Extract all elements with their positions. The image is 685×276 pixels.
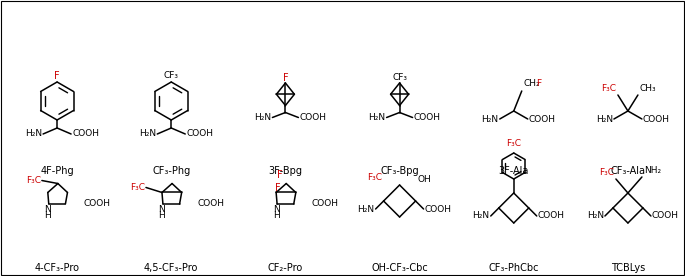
Text: H₂N: H₂N	[587, 211, 604, 221]
Text: H₂N: H₂N	[25, 129, 42, 139]
Text: F₃C: F₃C	[506, 139, 521, 148]
Text: COOH: COOH	[414, 113, 440, 122]
Text: CH₂: CH₂	[524, 79, 540, 88]
Text: COOH: COOH	[84, 200, 110, 208]
Text: H₂N: H₂N	[358, 205, 375, 214]
Text: CF₃-PhCbc: CF₃-PhCbc	[488, 263, 539, 273]
Text: H₂N: H₂N	[596, 115, 613, 123]
Text: F₃C: F₃C	[26, 176, 41, 185]
Text: CF₃: CF₃	[164, 70, 179, 79]
Text: F: F	[277, 169, 283, 179]
Text: CH₃: CH₃	[640, 84, 656, 93]
Text: COOH: COOH	[425, 205, 451, 214]
Text: 4F-Phg: 4F-Phg	[40, 166, 74, 176]
Text: F: F	[54, 71, 60, 81]
Text: COOH: COOH	[652, 211, 679, 221]
Text: 4,5-CF₃-Pro: 4,5-CF₃-Pro	[144, 263, 199, 273]
Text: H₂N: H₂N	[369, 113, 386, 122]
Text: TCBLys: TCBLys	[611, 263, 645, 273]
Text: CF₃: CF₃	[392, 73, 407, 81]
Text: COOH: COOH	[529, 115, 556, 123]
Text: OH-CF₃-Cbc: OH-CF₃-Cbc	[371, 263, 428, 273]
Text: F₃C: F₃C	[601, 84, 616, 93]
Text: F₃C: F₃C	[130, 183, 145, 192]
Text: COOH: COOH	[643, 115, 670, 123]
Text: 4-CF₃-Pro: 4-CF₃-Pro	[34, 263, 79, 273]
Text: F₃C: F₃C	[368, 174, 383, 182]
Text: CF₃-Bpg: CF₃-Bpg	[380, 166, 419, 176]
Text: CF₃-Ala: CF₃-Ala	[610, 166, 645, 176]
Text: OH: OH	[418, 176, 432, 184]
Text: H₂N: H₂N	[482, 115, 499, 123]
Text: F: F	[536, 79, 541, 88]
Text: F: F	[283, 73, 288, 83]
Text: COOH: COOH	[312, 200, 339, 208]
Text: H₂N: H₂N	[473, 211, 490, 221]
Text: F₃C: F₃C	[599, 168, 614, 177]
Text: 3F-Ala: 3F-Ala	[499, 166, 529, 176]
Text: H: H	[45, 211, 51, 219]
Text: H₂N: H₂N	[254, 113, 271, 122]
Text: COOH: COOH	[72, 129, 99, 139]
Text: NH₂: NH₂	[644, 166, 661, 175]
Text: COOH: COOH	[197, 200, 225, 208]
Text: F: F	[275, 184, 281, 193]
Text: COOH: COOH	[299, 113, 327, 122]
Text: N: N	[273, 205, 279, 214]
Text: CF₂-Pro: CF₂-Pro	[268, 263, 303, 273]
Text: CF₃-Phg: CF₃-Phg	[152, 166, 190, 176]
Text: COOH: COOH	[186, 129, 213, 139]
Text: COOH: COOH	[538, 211, 564, 221]
Text: N: N	[158, 205, 165, 214]
Text: H: H	[158, 211, 165, 219]
Text: H₂N: H₂N	[139, 129, 156, 139]
Text: H: H	[273, 211, 279, 219]
Text: 3F-Bpg: 3F-Bpg	[269, 166, 302, 176]
Text: N: N	[45, 205, 51, 214]
